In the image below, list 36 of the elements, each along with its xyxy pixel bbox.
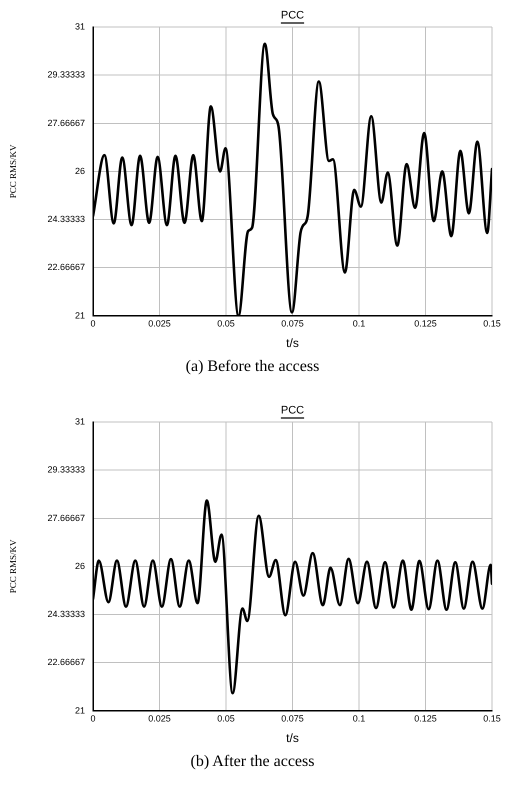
x-tick-label: 0.075 — [281, 714, 304, 724]
x-tick-label: 0.1 — [352, 714, 366, 724]
x-tick-label: 0.1 — [352, 318, 366, 329]
y-tick-label: 24.33333 — [47, 609, 85, 620]
x-tick-label: 0.15 — [483, 318, 501, 329]
y-tick-label: 31 — [74, 21, 85, 32]
y-tick-label: 26 — [74, 166, 85, 176]
y-tick-label: 27.66667 — [47, 118, 85, 128]
y-tick-label: 21 — [74, 705, 85, 716]
y-axis-title: PCC RMS/KV — [8, 144, 18, 198]
y-tick-label: 29.33333 — [47, 464, 85, 475]
x-tick-label: 0.125 — [414, 318, 437, 329]
y-tick-label: 21 — [74, 310, 85, 320]
x-tick-label: 0.15 — [483, 714, 501, 724]
chart-title: PCC — [280, 404, 304, 417]
text: (b) After the access — [190, 753, 316, 771]
x-tick-label: 0.05 — [217, 714, 235, 724]
y-tick-label: 31 — [74, 416, 85, 426]
chart-title: PCC — [280, 10, 304, 22]
y-tick-label: 27.66667 — [47, 512, 85, 523]
y-axis-title: PCC RMS/KV — [8, 539, 18, 594]
y-tick-label: 22.66667 — [47, 657, 85, 668]
y-tick-label: 24.33333 — [47, 214, 85, 224]
x-axis-title: t/s — [286, 731, 299, 746]
y-tick-label: 26 — [74, 560, 85, 571]
x-tick-label: 0.025 — [148, 318, 171, 329]
x-tick-label: 0.05 — [217, 318, 235, 329]
x-tick-label: 0 — [90, 318, 96, 329]
x-tick-label: 0.125 — [414, 714, 437, 724]
y-tick-label: 29.33333 — [47, 70, 85, 80]
x-tick-label: 0 — [90, 714, 96, 724]
y-tick-label: 22.66667 — [47, 262, 85, 272]
x-axis-title: t/s — [286, 336, 299, 350]
x-tick-label: 0.075 — [281, 318, 304, 329]
text: (a) Before the access — [184, 358, 320, 376]
x-tick-label: 0.025 — [148, 714, 171, 724]
